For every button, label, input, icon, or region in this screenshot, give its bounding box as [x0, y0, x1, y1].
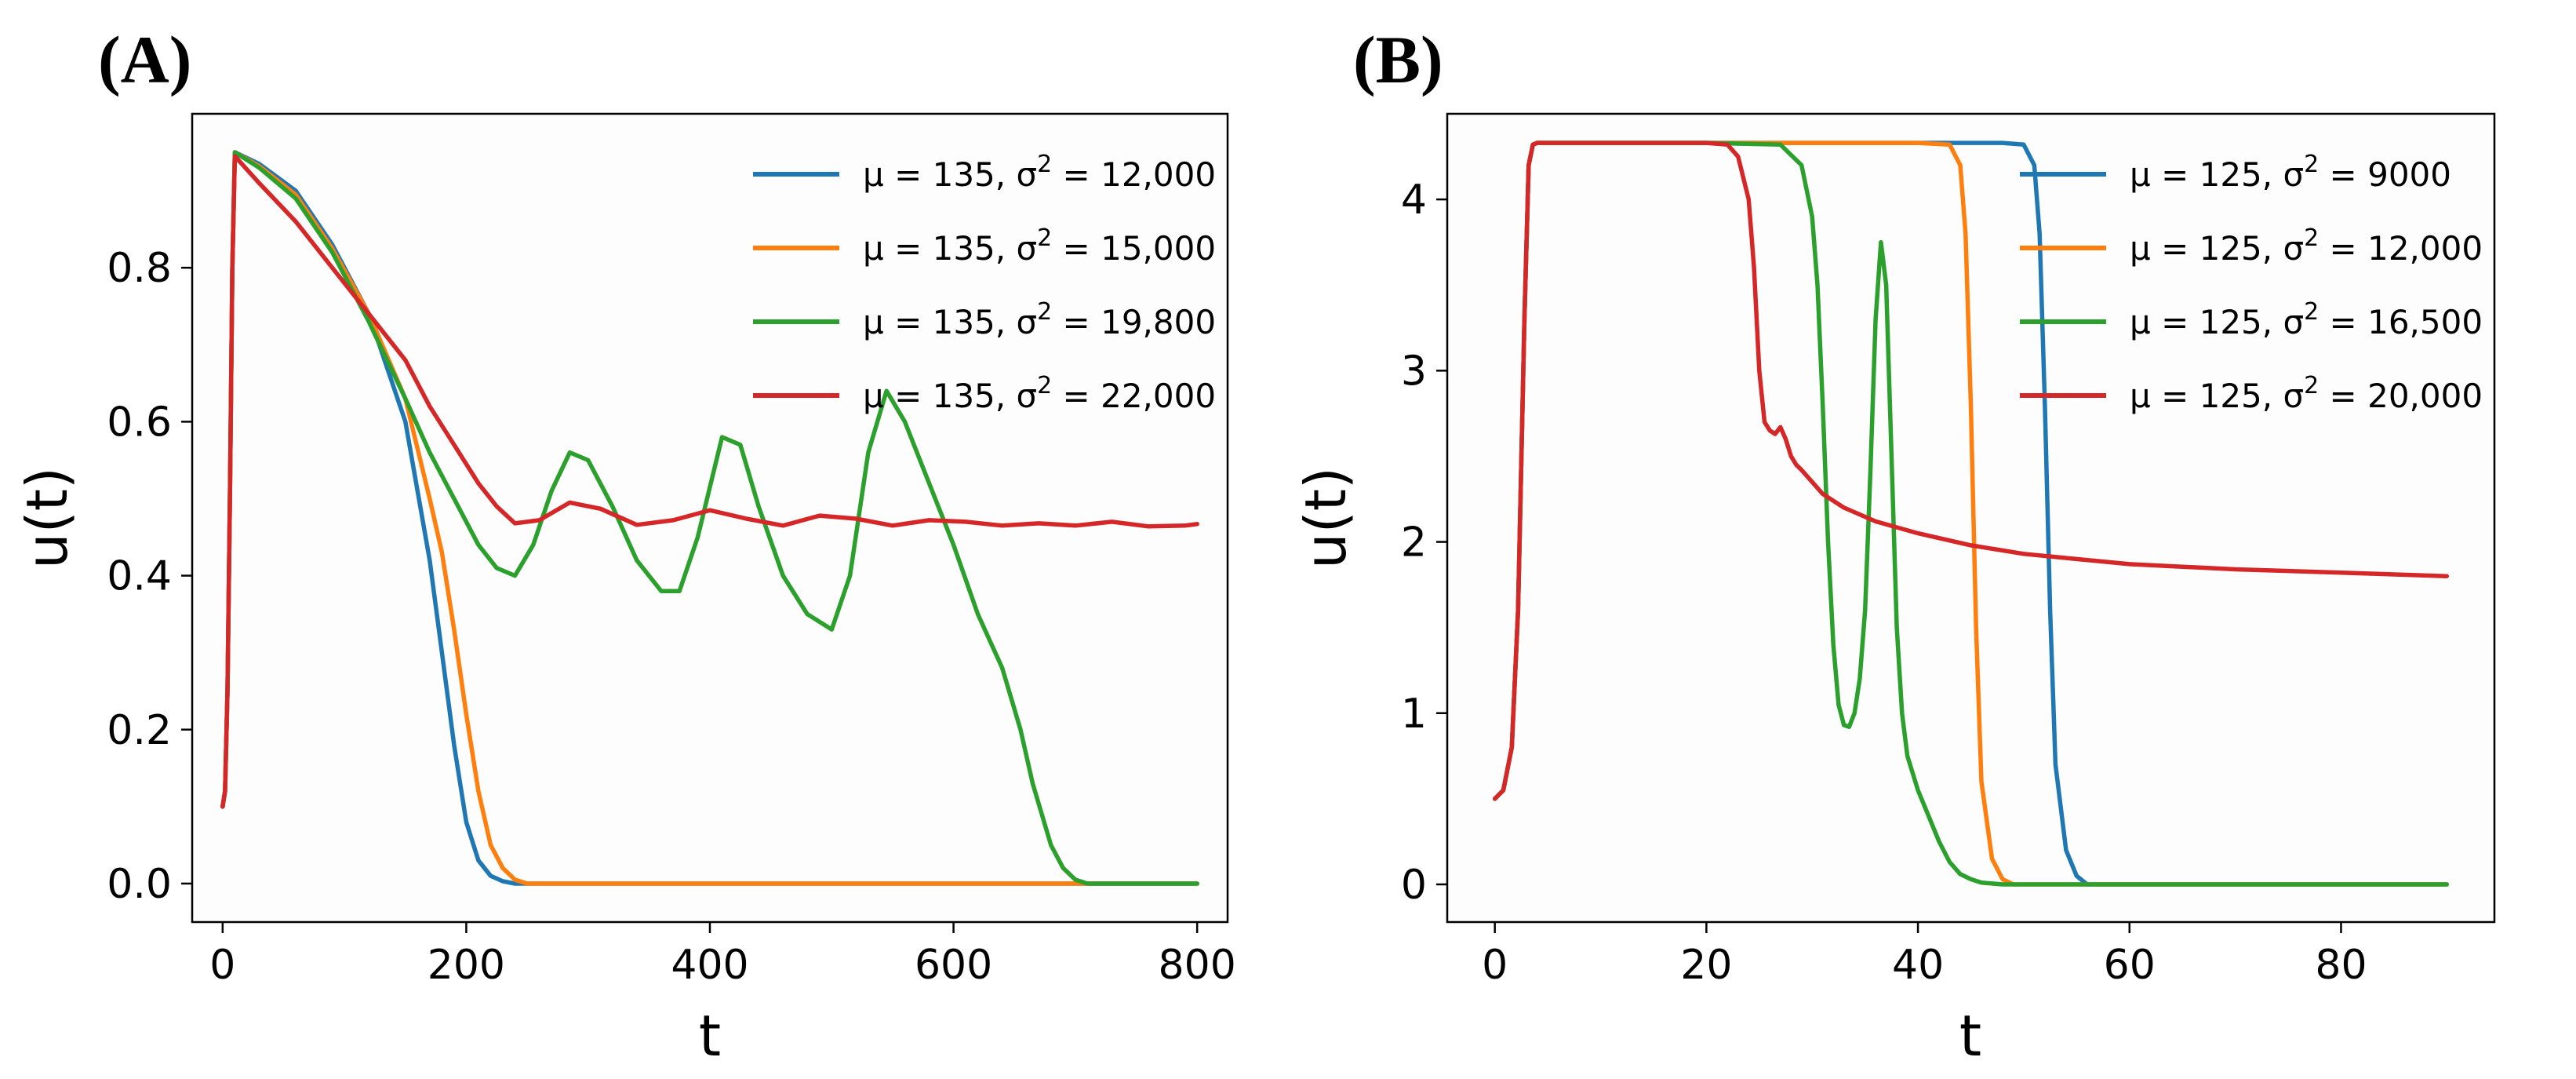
- panel-a-x-tick-label: 600: [915, 942, 992, 989]
- panel-a-legend-label-4: μ = 135, σ2 = 22,000: [863, 372, 1216, 415]
- panel-a-legend: μ = 135, σ2 = 12,000 μ = 135, σ2 = 15,000…: [753, 151, 1216, 415]
- panel-b-x-tick-label: 20: [1680, 942, 1732, 989]
- panel-b-x-tick-label: 80: [2315, 942, 2367, 989]
- panel-b-y-tick-label: 1: [1401, 691, 1427, 738]
- panel-a-y-tick-label: 0.6: [107, 399, 172, 446]
- panel-b-legend-label-4: μ = 125, σ2 = 20,000: [2130, 372, 2483, 415]
- panel-b-y-axis-label: u(t): [1293, 467, 1359, 569]
- panel-a-y-tick-label: 0.2: [107, 707, 172, 754]
- chart-panel-a: (A) 0 200 400 600 800 0.0 0.2 0.4 0.6 0.8 μ = 13…: [14, 22, 1236, 1069]
- panel-a-y-tick-label: 0.0: [107, 861, 172, 908]
- panel-b-x-axis-label: t: [1959, 1003, 1981, 1069]
- panel-a-x-tick-label: 800: [1159, 942, 1236, 989]
- panel-b-x-tick-label: 60: [2104, 942, 2156, 989]
- panel-b-y-ticks: 0 1 2 3 4: [1401, 177, 1447, 909]
- panel-a-x-tick-label: 200: [428, 942, 505, 989]
- panel-b-y-tick-label: 2: [1401, 519, 1427, 567]
- panel-a-x-tick-label: 400: [671, 942, 748, 989]
- panel-b-y-tick-label: 0: [1401, 862, 1427, 909]
- panel-b-legend-label-3: μ = 125, σ2 = 16,500: [2130, 298, 2483, 341]
- panel-a-y-ticks: 0.0 0.2 0.4 0.6 0.8: [107, 245, 192, 908]
- panel-a-series-line-3: [220, 150, 1199, 886]
- panel-a-series-lines: [220, 150, 1199, 886]
- panel-a-legend-label-3: μ = 135, σ2 = 19,800: [863, 298, 1216, 341]
- panel-a-plot-background: [191, 112, 1229, 924]
- panel-b-legend-label-2: μ = 125, σ2 = 12,000: [2130, 224, 2483, 268]
- panel-a-legend-label-1: μ = 135, σ2 = 12,000: [863, 151, 1216, 194]
- panel-a-label: (A): [98, 22, 191, 97]
- panel-a-series-line-4: [220, 154, 1199, 809]
- panel-b-legend-label-1: μ = 125, σ2 = 9000: [2130, 151, 2451, 194]
- panel-a-x-tick-label: 0: [209, 942, 235, 989]
- panel-b-y-tick-label: 4: [1401, 177, 1427, 224]
- panel-b-series-line-4: [1492, 140, 2450, 801]
- panel-a-y-tick-label: 0.4: [107, 553, 172, 600]
- panel-b-label: (B): [1353, 22, 1443, 97]
- panel-a-y-axis-label: u(t): [14, 467, 80, 569]
- panel-a-x-ticks: 0 200 400 600 800: [209, 922, 1236, 989]
- panel-a-y-tick-label: 0.8: [107, 245, 172, 292]
- panel-b-series-lines: [1492, 140, 2450, 887]
- panel-b-legend: μ = 125, σ2 = 9000 μ = 125, σ2 = 12,000 μ …: [2020, 151, 2483, 415]
- panel-b-x-tick-label: 40: [1892, 942, 1944, 989]
- panel-a-legend-label-2: μ = 135, σ2 = 15,000: [863, 224, 1216, 268]
- panel-a-x-axis-label: t: [699, 1003, 721, 1069]
- panel-b-x-tick-label: 0: [1482, 942, 1508, 989]
- panel-b-plot-background: [1446, 112, 2496, 924]
- panel-b-x-ticks: 0 20 40 60 80: [1482, 922, 2367, 989]
- panel-b-y-tick-label: 3: [1401, 348, 1427, 395]
